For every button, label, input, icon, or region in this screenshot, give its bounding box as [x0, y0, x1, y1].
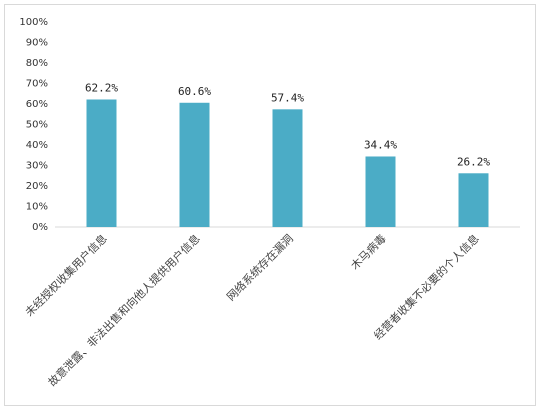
bar: [86, 99, 117, 227]
value-label: 26.2%: [457, 155, 490, 168]
y-tick-label: 40%: [26, 140, 48, 151]
y-tick-label: 10%: [26, 202, 48, 213]
y-tick-label: 50%: [26, 120, 48, 131]
y-tick-label: 60%: [26, 99, 48, 110]
y-tick-label: 20%: [26, 181, 48, 192]
bar: [458, 173, 489, 227]
value-label: 34.4%: [364, 138, 397, 151]
bar: [365, 156, 396, 227]
value-label: 62.2%: [85, 81, 118, 94]
value-label: 60.6%: [178, 85, 211, 98]
bar: [179, 102, 210, 227]
y-tick-label: 70%: [26, 79, 48, 90]
y-tick-label: 0%: [32, 222, 48, 233]
value-label: 57.4%: [271, 91, 304, 104]
bar: [272, 109, 303, 227]
y-tick-label: 90%: [26, 38, 48, 49]
y-tick-label: 80%: [26, 58, 48, 69]
y-tick-label: 100%: [19, 17, 48, 28]
y-tick-label: 30%: [26, 161, 48, 172]
